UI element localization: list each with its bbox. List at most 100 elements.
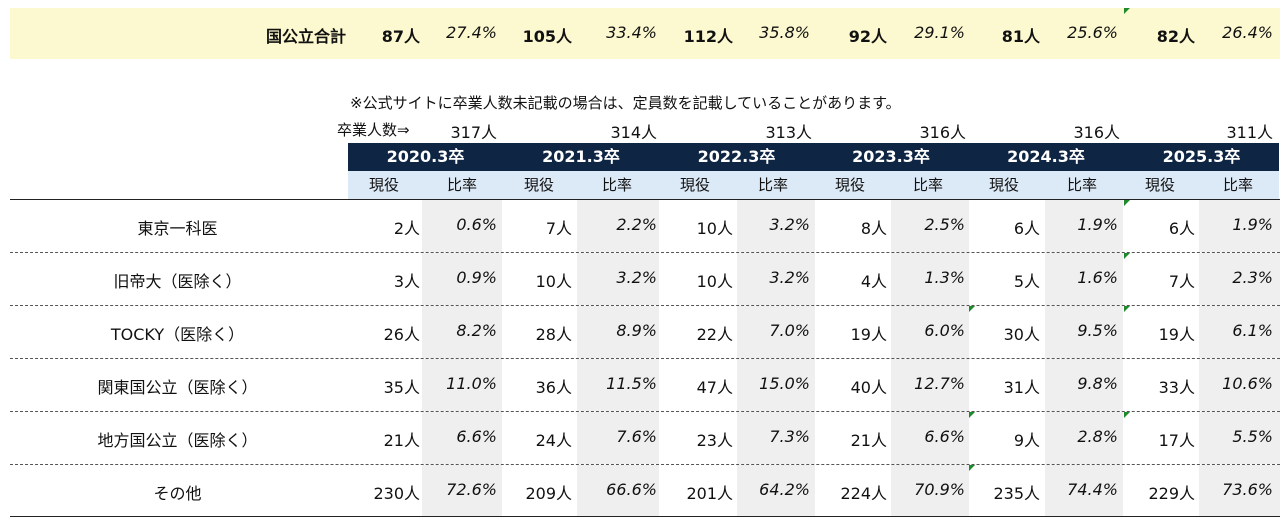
cell-ratio: 1.9% xyxy=(1077,215,1118,234)
ratio-shade xyxy=(1199,306,1280,358)
cell-count: 47人 xyxy=(696,378,733,397)
row-label: その他 xyxy=(153,484,202,503)
cell-ratio: 7.0% xyxy=(769,321,810,340)
subheader-current: 現役 xyxy=(523,176,554,194)
cell-count: 6人 xyxy=(1168,219,1195,238)
summary-ratio: 27.4% xyxy=(446,23,497,42)
cell-count: 3人 xyxy=(393,272,420,291)
year-header: 2024.3卒 xyxy=(1007,147,1085,166)
cell-ratio: 9.8% xyxy=(1077,374,1118,393)
bottom-rule xyxy=(10,516,1280,517)
ratio-shade xyxy=(577,359,659,411)
ratio-shade xyxy=(1199,253,1280,305)
year-header: 2023.3卒 xyxy=(852,147,930,166)
comment-marker xyxy=(1124,200,1130,206)
ratio-shade xyxy=(1045,359,1123,411)
ratio-shade xyxy=(1045,465,1123,517)
summary-count: 105人 xyxy=(522,27,572,46)
cell-ratio: 1.9% xyxy=(1232,215,1273,234)
cell-ratio: 12.7% xyxy=(914,374,965,393)
graduates-count: 317人 xyxy=(450,123,497,142)
cell-ratio: 7.3% xyxy=(769,427,810,446)
cell-ratio: 73.6% xyxy=(1222,480,1273,499)
comment-marker xyxy=(969,412,975,418)
cell-count: 201人 xyxy=(686,484,733,503)
ratio-shade xyxy=(577,200,659,252)
ratio-shade xyxy=(422,359,502,411)
ratio-shade xyxy=(1045,412,1123,464)
cell-count: 4人 xyxy=(860,272,887,291)
cell-ratio: 70.9% xyxy=(914,480,965,499)
subheader-ratio: 比率 xyxy=(601,176,632,194)
row-divider xyxy=(10,411,1280,412)
cell-count: 30人 xyxy=(1003,325,1040,344)
summary-count: 87人 xyxy=(381,27,420,46)
cell-count: 6人 xyxy=(1013,219,1040,238)
cell-count: 7人 xyxy=(545,219,572,238)
cell-count: 22人 xyxy=(696,325,733,344)
ratio-shade xyxy=(891,306,969,358)
cell-ratio: 2.2% xyxy=(616,215,657,234)
cell-ratio: 0.6% xyxy=(456,215,497,234)
comment-marker xyxy=(1124,253,1130,259)
row-label: 関東国公立（医除く） xyxy=(97,378,258,397)
cell-count: 26人 xyxy=(383,325,420,344)
cell-ratio: 15.0% xyxy=(759,374,810,393)
cell-count: 36人 xyxy=(535,378,572,397)
cell-count: 209人 xyxy=(525,484,572,503)
row-label: 旧帝大（医除く） xyxy=(113,272,242,291)
year-header: 2021.3卒 xyxy=(542,147,620,166)
cell-count: 35人 xyxy=(383,378,420,397)
cell-ratio: 3.2% xyxy=(616,268,657,287)
row-divider xyxy=(10,358,1280,359)
subheader-ratio: 比率 xyxy=(1066,176,1097,194)
cell-count: 235人 xyxy=(993,484,1040,503)
cell-count: 5人 xyxy=(1013,272,1040,291)
ratio-shade xyxy=(422,306,502,358)
cell-ratio: 2.3% xyxy=(1232,268,1273,287)
cell-ratio: 1.3% xyxy=(924,268,965,287)
subheader-current: 現役 xyxy=(1144,176,1175,194)
cell-ratio: 7.6% xyxy=(616,427,657,446)
cell-count: 28人 xyxy=(535,325,572,344)
summary-ratio: 29.1% xyxy=(914,23,965,42)
row-label: 地方国公立（医除く） xyxy=(97,431,258,450)
year-header-bar xyxy=(348,143,1279,171)
cell-ratio: 2.8% xyxy=(1077,427,1118,446)
cell-count: 40人 xyxy=(850,378,887,397)
summary-ratio: 33.4% xyxy=(606,23,657,42)
cell-ratio: 10.6% xyxy=(1222,374,1273,393)
ratio-shade xyxy=(422,465,502,517)
ratio-shade xyxy=(1045,253,1123,305)
year-header: 2025.3卒 xyxy=(1162,147,1241,166)
row-label: 東京一科医 xyxy=(137,219,218,238)
ratio-shade xyxy=(1199,200,1280,252)
cell-count: 2人 xyxy=(393,219,420,238)
footnote: ※公式サイトに卒業人数未記載の場合は、定員数を記載していることがあります。 xyxy=(350,94,901,112)
cell-count: 224人 xyxy=(840,484,887,503)
cell-count: 21人 xyxy=(383,431,420,450)
cell-ratio: 3.2% xyxy=(769,268,810,287)
row-divider xyxy=(10,252,1280,253)
cell-count: 229人 xyxy=(1148,484,1195,503)
cell-count: 10人 xyxy=(696,272,733,291)
cell-count: 33人 xyxy=(1158,378,1195,397)
cell-ratio: 11.0% xyxy=(446,374,497,393)
ratio-shade xyxy=(891,253,969,305)
cell-count: 8人 xyxy=(860,219,887,238)
ratio-shade xyxy=(737,359,815,411)
ratio-shade xyxy=(422,200,502,252)
cell-ratio: 74.4% xyxy=(1067,480,1118,499)
ratio-shade xyxy=(891,359,969,411)
ratio-shade xyxy=(577,412,659,464)
subheader-current: 現役 xyxy=(368,176,399,194)
cell-count: 23人 xyxy=(696,431,733,450)
summary-count: 112人 xyxy=(683,27,733,46)
ratio-shade xyxy=(737,253,815,305)
ratio-shade xyxy=(737,412,815,464)
cell-count: 24人 xyxy=(535,431,572,450)
graduates-count: 313人 xyxy=(765,123,812,142)
subheader-bar xyxy=(348,171,1279,199)
ratio-shade xyxy=(1199,465,1280,517)
comment-marker xyxy=(1124,412,1130,418)
